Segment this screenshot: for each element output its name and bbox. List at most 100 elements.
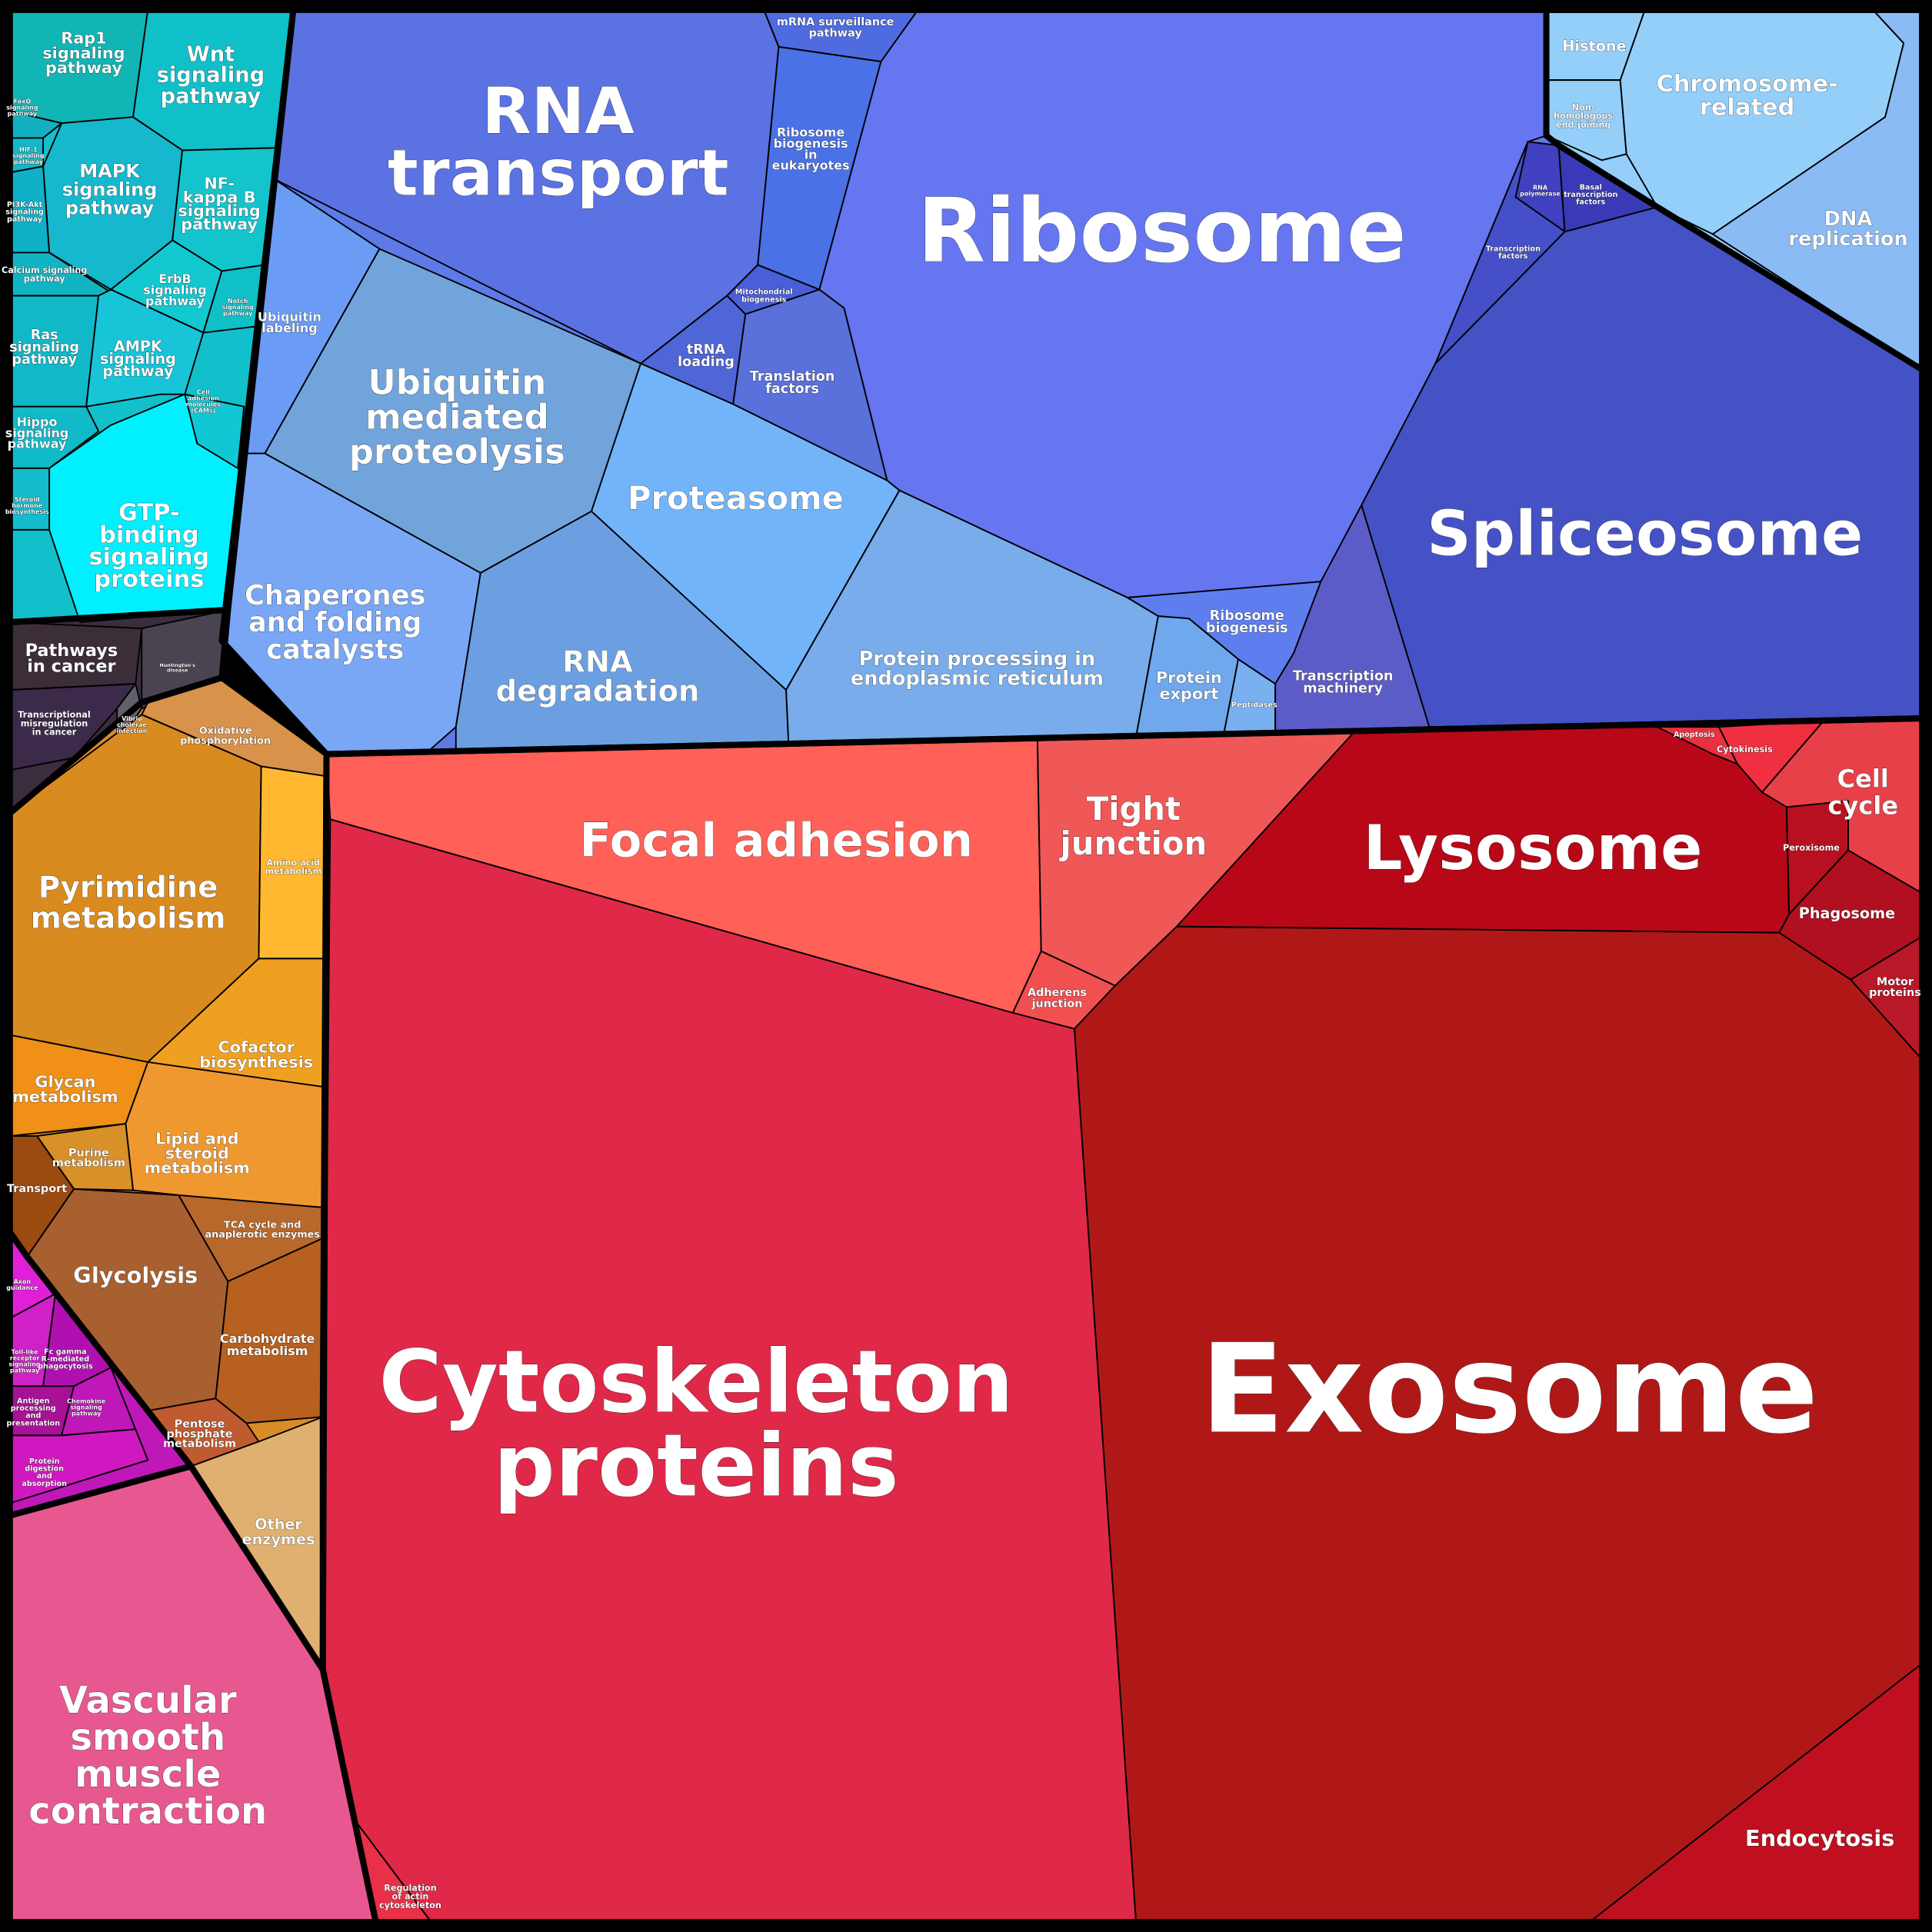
cell-label: Toll-like receptor signaling pathway <box>8 1348 41 1374</box>
label-line: phosphate <box>167 1428 233 1441</box>
cell-label: Cell adhesion molecules (CAMs) <box>186 388 222 414</box>
cell-label: Adherens junction <box>1028 987 1087 1010</box>
label-line: steroid <box>165 1144 229 1163</box>
label-line: metabolism <box>52 1157 125 1169</box>
label-line: Exosome <box>1201 1317 1819 1461</box>
label-line: GTP- <box>118 499 180 526</box>
label-line: phagocytosis <box>38 1362 93 1371</box>
label-line: proteolysis <box>349 431 565 471</box>
label-line: ErbB <box>158 271 192 286</box>
cell-label: Endocytosis <box>1745 1825 1894 1851</box>
label-line: signaling <box>222 303 255 310</box>
cell-label: Regulation of actin cytoskeleton <box>379 1883 441 1910</box>
label-line: metabolism <box>12 1088 118 1106</box>
label-line: tRNA <box>687 342 726 358</box>
cell-label: Apoptosis <box>1674 730 1715 738</box>
label-line: pathway <box>14 158 44 165</box>
label-line: signaling <box>100 350 176 368</box>
label-line: signaling <box>62 179 158 201</box>
cell-label: Transport <box>7 1183 67 1195</box>
cell-label: Notch signaling pathway <box>222 297 255 316</box>
label-line: Transcription <box>1293 669 1394 685</box>
label-line: Cell <box>197 388 210 395</box>
label-line: Phagosome <box>1799 904 1895 922</box>
label-line: catalysts <box>266 634 404 665</box>
cell-label: Exosome <box>1201 1317 1819 1461</box>
cell-label: Calcium signaling pathway <box>2 265 87 283</box>
label-line: Translation <box>750 369 835 385</box>
label-line: machinery <box>1303 681 1383 697</box>
label-line: disease <box>167 668 188 674</box>
label-line: labeling <box>261 321 317 335</box>
cell-label: Pentose phosphate metabolism <box>163 1418 236 1451</box>
label-line: pathway <box>8 110 38 117</box>
label-line: muscle <box>75 1753 221 1796</box>
cell-label: Cytoskeleton proteins <box>379 1332 1014 1516</box>
cell-label: Peptidases <box>1231 701 1277 709</box>
cell-label: AMPK signaling pathway <box>100 338 176 380</box>
label-line: Non- <box>1572 102 1595 112</box>
label-line: Ubiquitin <box>258 309 321 324</box>
label-line: RNA <box>482 74 635 148</box>
label-line: signaling <box>8 1361 41 1367</box>
label-line: DNA <box>1824 208 1873 231</box>
cell-label: Protein export <box>1156 668 1222 703</box>
label-line: Lipid and <box>155 1129 238 1148</box>
cell-label: Glycolysis <box>73 1262 198 1288</box>
cell-label: Carbohydrate metabolism <box>220 1331 315 1357</box>
label-line: Regulation <box>384 1883 437 1893</box>
cell-label: Spliceosome <box>1427 498 1863 569</box>
label-line: Chromosome- <box>1656 70 1837 97</box>
label-line: signaling <box>157 63 265 87</box>
label-line: molecules <box>186 401 222 408</box>
cell-label: PI3K-Akt signaling pathway <box>5 200 44 223</box>
label-line: metabolism <box>145 1159 250 1178</box>
label-line: RNA <box>1533 184 1548 191</box>
label-line: related <box>1700 94 1795 121</box>
label-line: mRNA surveillance <box>777 16 894 28</box>
label-line: Transcriptional <box>18 710 90 720</box>
label-line: kappa B <box>183 188 256 206</box>
label-line: in cancer <box>27 657 115 677</box>
label-line: and <box>37 1472 52 1481</box>
cell-label: Hippo signaling pathway <box>5 414 69 451</box>
cell-label: Steroid hormone biosynthesis <box>5 495 49 515</box>
label-line: Proteasome <box>628 479 844 517</box>
label-line: Other <box>255 1515 302 1533</box>
cell-label: Proteasome <box>628 479 844 517</box>
label-line: enzymes <box>242 1530 315 1547</box>
cell-label: RNA transport <box>388 74 729 210</box>
cell-label: Cofactor biosynthesis <box>199 1038 313 1071</box>
label-line: signaling <box>5 425 69 440</box>
label-line: processing <box>11 1404 56 1413</box>
label-line: loading <box>678 355 734 370</box>
label-line: FoxO <box>14 98 32 105</box>
cell-label: Vibrio cholerae infection <box>116 715 147 734</box>
label-line: Huntington's <box>159 662 195 668</box>
cell-label: Motor proteins <box>1869 976 1921 999</box>
label-line: cholerae <box>117 721 147 728</box>
label-line: pathway <box>102 362 174 380</box>
label-line: Ras <box>31 328 58 343</box>
label-line: guidance <box>6 1284 38 1291</box>
label-line: end-joining <box>1556 119 1611 129</box>
label-line: metabolism <box>227 1343 308 1357</box>
label-line: NF- <box>204 175 235 193</box>
cell-label: HIF-1 signaling pathway <box>12 145 45 165</box>
label-line: Antigen <box>17 1397 50 1405</box>
label-line: Cell <box>1837 764 1889 793</box>
cell-label: Protein processing in endoplasmic reticul… <box>851 648 1104 691</box>
label-line: Protein <box>1156 668 1222 687</box>
label-line: Toll-like <box>12 1348 38 1355</box>
cell-label: Lipid and steroid metabolism <box>145 1129 250 1177</box>
label-line: pathway <box>8 436 67 451</box>
label-line: biosynthesis <box>199 1053 313 1071</box>
cell-label: Mitochondrial biogenesis <box>735 288 793 304</box>
label-line: signaling <box>143 282 207 297</box>
label-line: adhesion <box>188 395 219 401</box>
cell-label: Ubiquitin mediated proteolysis <box>349 361 565 471</box>
label-line: Spliceosome <box>1427 498 1863 569</box>
cell-label: MAPK signaling pathway <box>62 161 158 219</box>
